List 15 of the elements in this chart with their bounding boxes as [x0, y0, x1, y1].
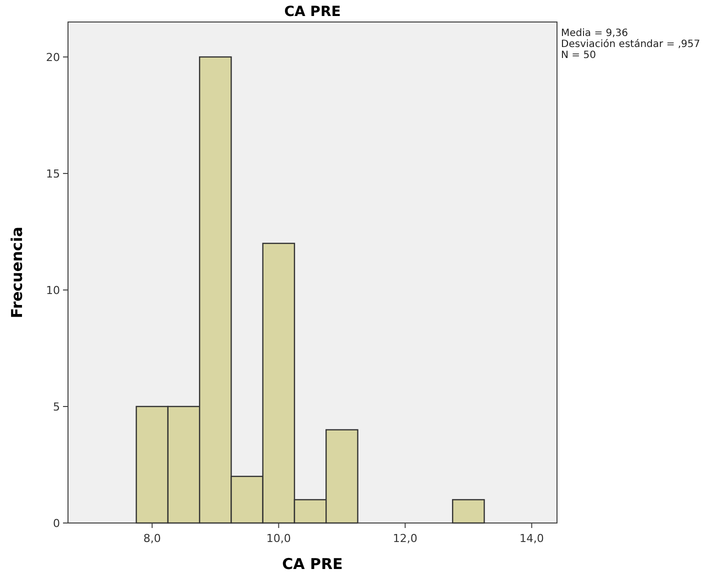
x-tick-label: 12,0	[392, 532, 418, 545]
y-tick-label: 20	[46, 50, 60, 64]
x-tick-label: 14,0	[519, 532, 544, 545]
y-tick-label: 0	[53, 516, 60, 530]
x-tick-label: 10,0	[266, 532, 291, 545]
x-tick-label: 8,0	[143, 532, 161, 545]
text: Desviación estándar = ,957	[561, 39, 700, 50]
text: Media = 9,36	[561, 28, 628, 39]
text: N = 50	[561, 50, 596, 61]
y-tick-label: 15	[46, 167, 60, 180]
x-axis-title: CA PRE	[282, 555, 343, 573]
y-tick-label: 10	[46, 284, 60, 297]
y-tick-label: 5	[53, 400, 60, 414]
chart-title: CA PRE	[284, 4, 341, 20]
y-axis-title: Frecuencia	[8, 226, 26, 318]
